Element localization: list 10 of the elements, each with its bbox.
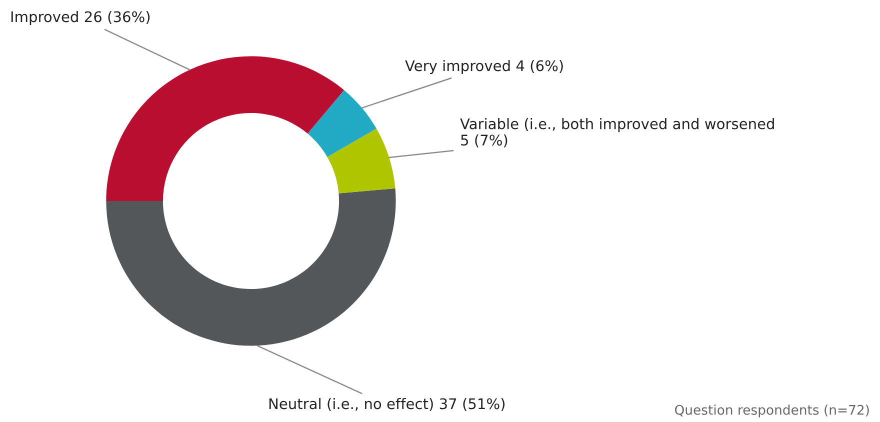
slice-label: Improved 26 (36%) xyxy=(11,10,150,26)
donut-slice xyxy=(308,90,376,157)
donut-slice xyxy=(106,188,396,346)
data-label: 5 (7%) xyxy=(461,134,508,148)
text: Question respondents (n=72) xyxy=(675,404,869,418)
slice-label: Very improved 4 (6%) xyxy=(405,60,563,74)
donut-slice xyxy=(106,56,344,201)
slice-label: Variable (i.e., both improved and worsened xyxy=(460,118,774,132)
slice-label: Neutral (i.e., no effect) 37 (51%) xyxy=(269,398,505,411)
donut-slice xyxy=(327,128,396,194)
